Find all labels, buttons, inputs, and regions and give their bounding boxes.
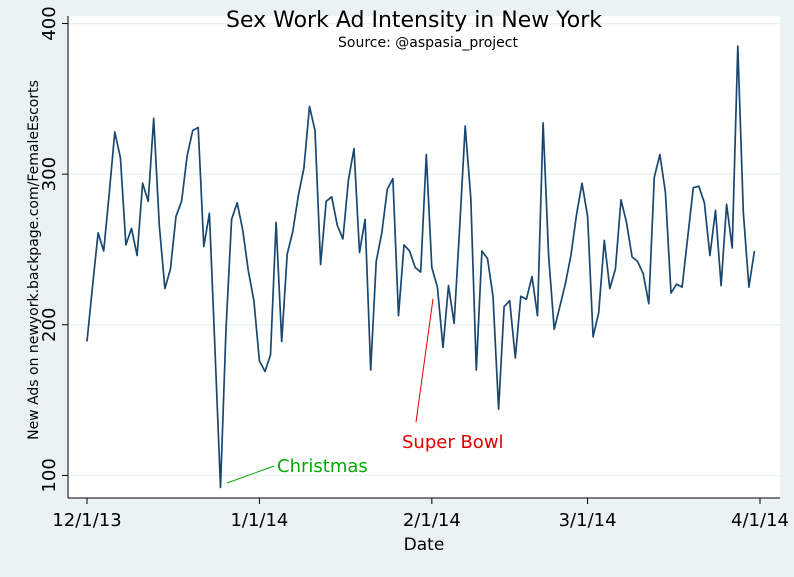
x-tick-label: 3/1/14	[559, 510, 617, 531]
chart-subtitle: Source: @aspasia_project	[338, 35, 518, 51]
annotation-label: Christmas	[277, 456, 368, 477]
y-axis-label: New Ads on newyork.backpage.com/FemaleEs…	[26, 80, 42, 440]
x-tick-label: 4/1/14	[731, 510, 789, 531]
x-tick-label: 2/1/14	[403, 510, 461, 531]
x-axis: 12/1/13 1/1/14 2/1/14 3/1/14 4/1/14	[52, 498, 789, 531]
x-tick-label: 12/1/13	[52, 510, 121, 531]
plot-area	[68, 16, 780, 498]
annotation-leader-line	[415, 298, 434, 423]
annotations: Christmas Super Bowl	[226, 298, 504, 484]
annotation-label: Super Bowl	[402, 432, 504, 453]
y-tick-label: 100	[39, 458, 60, 492]
chart-title: Sex Work Ad Intensity in New York	[226, 8, 602, 33]
grid-lines	[69, 22, 780, 477]
x-axis-label: Date	[404, 535, 445, 555]
series-line	[86, 45, 756, 489]
y-tick-label: 200	[39, 308, 60, 342]
y-tick-label: 400	[39, 6, 60, 40]
annotation-leader-line	[226, 465, 275, 484]
y-tick-label: 300	[39, 157, 60, 191]
series	[86, 45, 756, 489]
x-tick-label: 1/1/14	[230, 510, 288, 531]
y-axis: 100 200 300 400	[39, 6, 68, 493]
